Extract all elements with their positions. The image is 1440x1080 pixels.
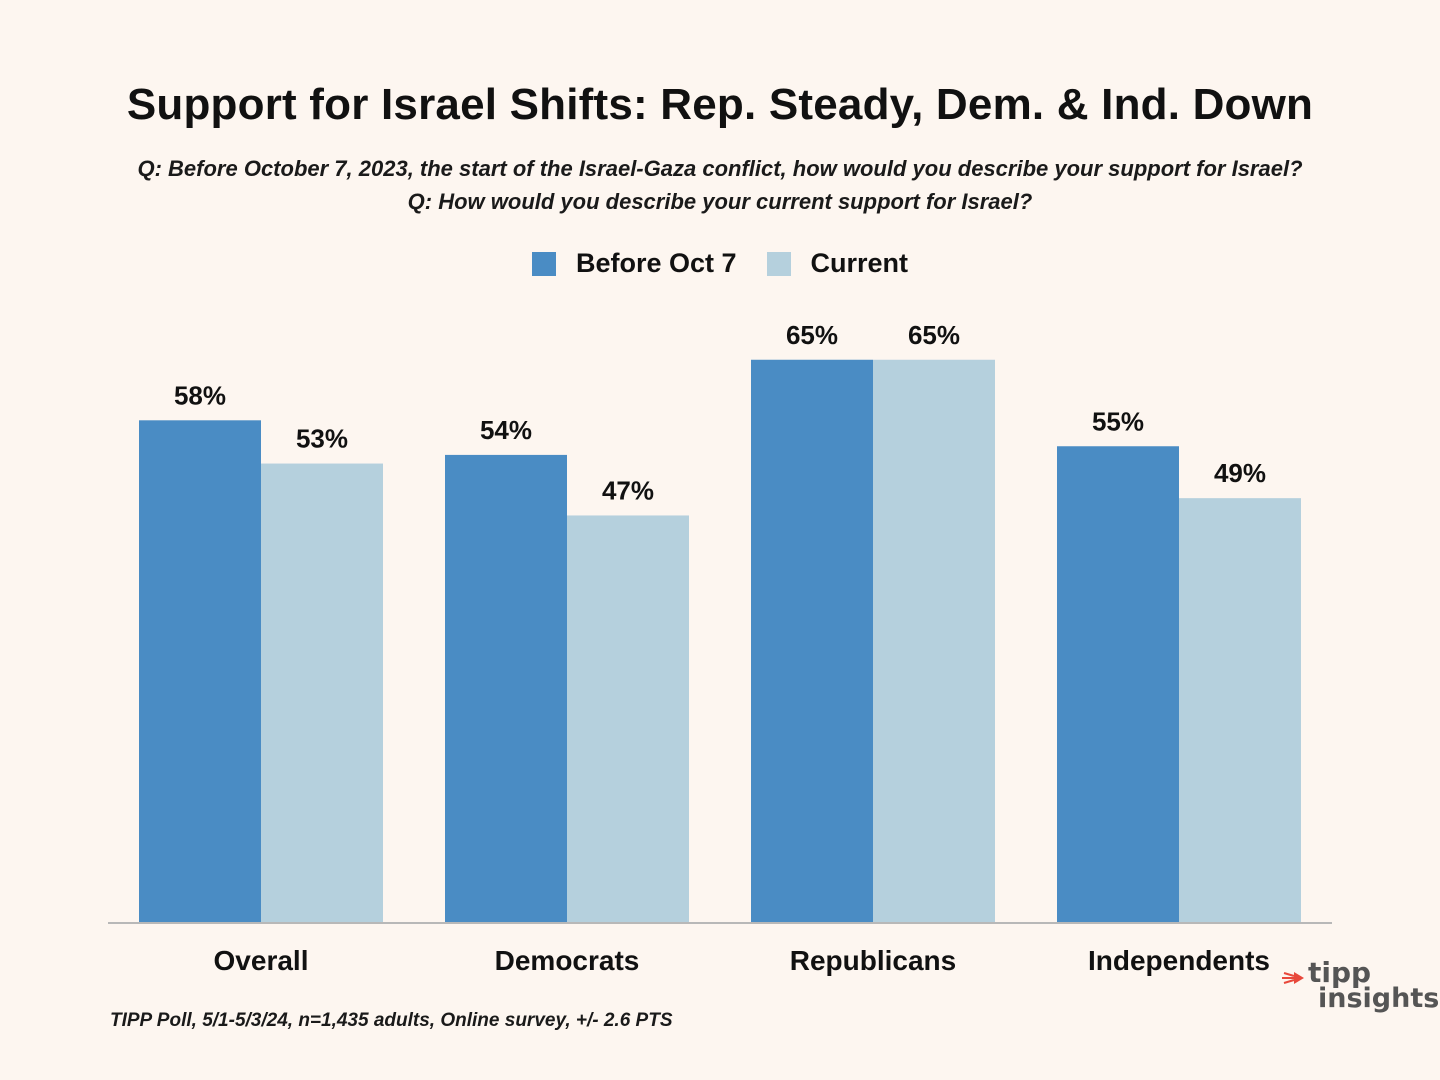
legend-label-current: Current [810,248,909,278]
tipp-insights-logo: tipp insights [1282,958,1439,1018]
data-label-before-democrats: 54% [480,415,532,445]
x-tick-label-independents: Independents [1088,945,1270,976]
question-before: Q: Before October 7, 2023, the start of … [137,156,1303,181]
question-current: Q: How would you describe your current s… [407,189,1033,214]
legend-swatch-current [766,251,791,276]
data-label-current-overall: 53% [296,424,348,454]
bar-current-independents [1179,498,1301,922]
logo-text-tipp: tipp [1308,956,1372,989]
data-label-before-independents: 55% [1092,406,1144,436]
data-label-current-democrats: 47% [602,475,654,505]
bar-before-independents [1057,446,1179,922]
data-label-before-overall: 58% [174,380,226,410]
bar-current-democrats [567,515,689,922]
logo-arrows-icon [1282,972,1304,984]
bar-before-overall [139,420,261,922]
data-label-current-republicans: 65% [908,320,960,350]
legend-item-current: Current [766,248,909,279]
data-label-before-republicans: 65% [786,320,838,350]
legend-label-before: Before Oct 7 [575,248,737,278]
chart-title: Support for Israel Shifts: Rep. Steady, … [126,80,1314,129]
bar-current-republicans [873,359,995,922]
legend-item-before: Before Oct 7 [531,248,737,279]
source-note: TIPP Poll, 5/1-5/3/24, n=1,435 adults, O… [110,1010,673,1031]
legend-swatch-before [531,251,556,276]
x-tick-label-republicans: Republicans [790,945,956,976]
data-label-current-independents: 49% [1214,458,1266,488]
bar-before-republicans [751,359,873,922]
x-tick-label-overall: Overall [214,945,309,976]
legend: Before Oct 7 Current [0,248,1440,279]
bar-current-overall [261,463,383,922]
logo-text-insights: insights [1318,983,1440,1014]
bar-before-democrats [445,454,567,922]
x-tick-label-democrats: Democrats [495,945,640,976]
